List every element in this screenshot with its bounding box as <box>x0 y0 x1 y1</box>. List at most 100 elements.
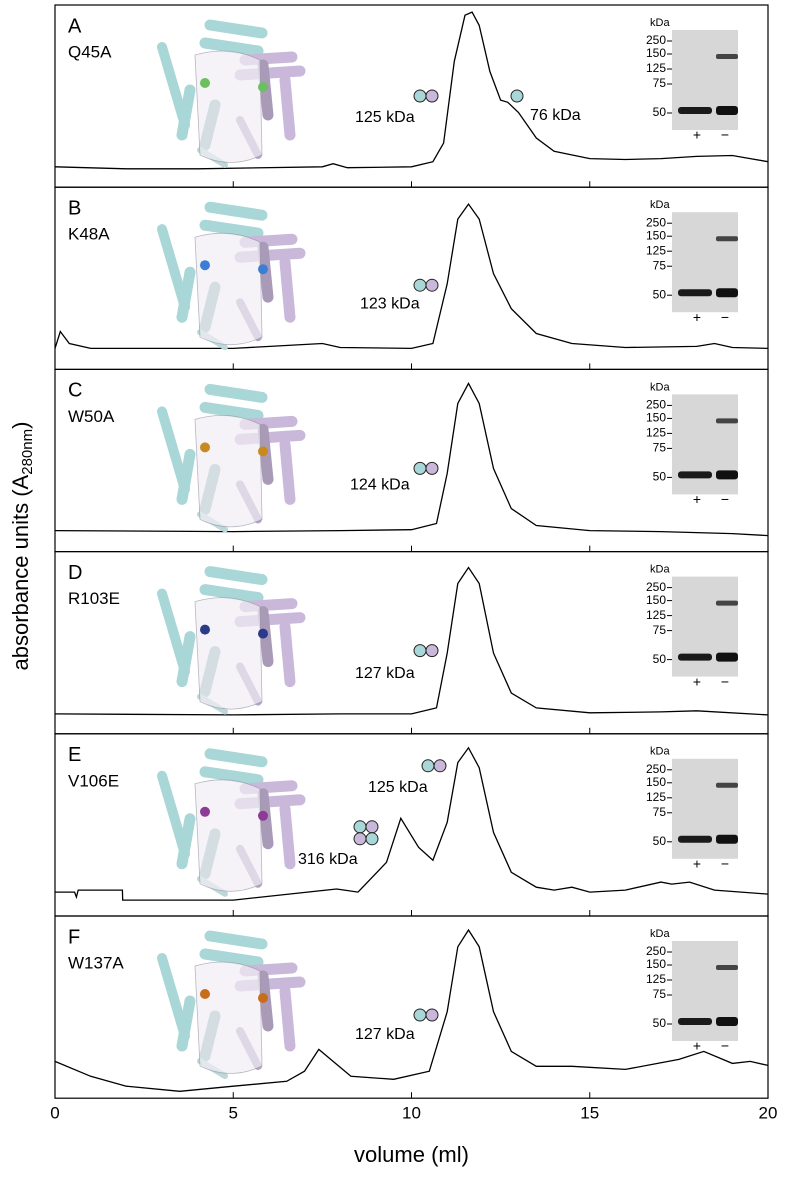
structure <box>157 748 306 897</box>
mutation-site <box>258 810 268 821</box>
y-label-close: ) <box>8 422 33 429</box>
sheet <box>194 50 263 163</box>
gel-unit: kDa <box>650 199 670 211</box>
gel-lane: + <box>693 309 701 325</box>
mutation-site <box>258 628 268 639</box>
helix <box>199 948 264 968</box>
mw-label: 316 kDa <box>298 851 358 868</box>
gel-lane: − <box>721 1038 729 1054</box>
gel-unit: kDa <box>650 746 670 758</box>
gel-band <box>716 965 738 970</box>
mutation-site <box>258 993 268 1003</box>
mutant-label: Q45A <box>68 42 112 61</box>
gel-marker: 75 <box>653 987 667 1001</box>
oligomer-icon <box>413 644 427 658</box>
gel-lane: + <box>693 1038 701 1054</box>
helix <box>279 74 296 141</box>
structure <box>157 19 306 168</box>
gel-marker: 125 <box>646 608 666 622</box>
gel-lane: − <box>721 673 729 689</box>
gel-marker: 125 <box>646 243 666 257</box>
gel-band <box>678 107 712 114</box>
gel-marker: 75 <box>653 805 667 819</box>
oligomer-icon <box>425 89 439 103</box>
gel-marker: 75 <box>653 258 667 272</box>
structure <box>157 566 306 715</box>
gel-marker: 250 <box>646 215 666 229</box>
trace <box>54 202 769 350</box>
gel-lane: − <box>721 856 729 872</box>
gel-band <box>716 288 738 298</box>
gel-marker: 250 <box>646 944 666 958</box>
sheet <box>194 961 263 1074</box>
oligomer-icon <box>365 820 379 834</box>
oligomer-icon <box>353 832 367 846</box>
helix <box>176 84 196 141</box>
gel-lane: + <box>693 127 701 143</box>
sheet <box>194 232 263 346</box>
oligomer-icon <box>425 461 439 475</box>
mw-label: 76 kDa <box>530 107 581 124</box>
helix <box>204 566 268 586</box>
gel-marker: 150 <box>646 957 666 971</box>
gel-unit: kDa <box>650 564 670 576</box>
gel-marker: 250 <box>646 762 666 776</box>
structure <box>157 383 306 533</box>
panel-letter: A <box>68 15 82 37</box>
x-tick-label: 10 <box>402 1104 421 1123</box>
gel-marker: 50 <box>653 652 667 666</box>
gel-marker: 75 <box>653 623 667 637</box>
helix <box>279 438 296 505</box>
mutation-site <box>258 446 268 457</box>
gel-marker: 250 <box>646 33 666 47</box>
mw-label: 127 kDa <box>355 665 415 682</box>
gel-unit: kDa <box>650 381 670 393</box>
helix <box>176 813 196 870</box>
helix <box>199 37 264 57</box>
mutation-site <box>200 989 210 999</box>
mutant-label: V106E <box>68 771 119 790</box>
x-tick-label: 20 <box>759 1104 778 1123</box>
helix <box>204 748 268 768</box>
y-label-sub: 280nm <box>19 429 36 475</box>
oligomer-icon <box>413 89 427 103</box>
helix <box>279 621 296 688</box>
mutant-label: W50A <box>68 407 115 426</box>
mutant-label: R103E <box>68 589 120 608</box>
mutant-label: W137A <box>68 953 124 972</box>
oligomer-icon <box>425 644 439 658</box>
y-label-text: absorbance units (A <box>8 474 33 670</box>
mutation-site <box>258 264 268 275</box>
gel-marker: 50 <box>653 1016 667 1030</box>
oligomer-icon <box>413 1008 427 1022</box>
gel-marker: 150 <box>646 775 666 789</box>
helix <box>176 995 196 1052</box>
gel-band <box>716 54 738 59</box>
gel-marker: 50 <box>653 470 667 484</box>
oligomer-icon <box>365 832 379 846</box>
oligomer-icon <box>433 759 447 773</box>
x-tick-label: 0 <box>50 1104 59 1123</box>
oligomer-icon <box>413 278 427 292</box>
panel-letter: F <box>68 926 80 948</box>
oligomer-icon <box>413 461 427 475</box>
structure <box>157 201 306 351</box>
helix <box>279 256 296 323</box>
helix <box>204 383 268 403</box>
gel-marker: 125 <box>646 972 666 986</box>
trace <box>54 382 769 537</box>
sheet <box>194 779 263 892</box>
gel-band <box>678 471 712 479</box>
gel-marker: 125 <box>646 790 666 804</box>
gel-marker: 150 <box>646 228 666 242</box>
sheet <box>194 597 263 710</box>
helix <box>176 266 196 323</box>
helix <box>176 631 196 688</box>
gel-band <box>678 835 712 843</box>
mw-label: 125 kDa <box>355 109 415 126</box>
x-tick-label: 5 <box>229 1104 238 1123</box>
mw-label: 124 kDa <box>350 477 410 494</box>
gel-band <box>716 834 738 844</box>
gel-marker: 150 <box>646 46 666 60</box>
